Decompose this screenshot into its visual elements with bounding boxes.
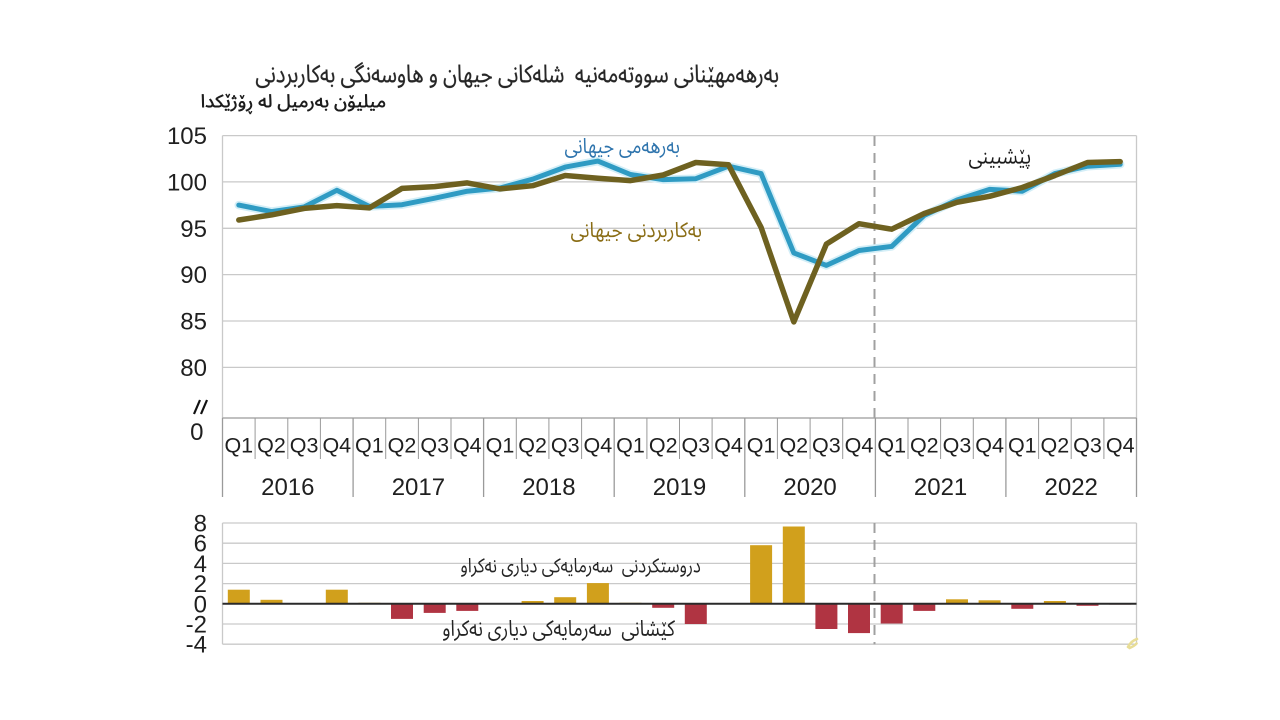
svg-text:100: 100 — [167, 169, 207, 196]
svg-text:90: 90 — [180, 262, 207, 289]
svg-text:Q1: Q1 — [224, 434, 253, 458]
svg-text:Q3: Q3 — [551, 434, 580, 458]
svg-text:2: 2 — [194, 571, 207, 598]
svg-text:Q1: Q1 — [747, 434, 776, 458]
svg-text:Q2: Q2 — [1041, 434, 1070, 458]
svg-text:Q1: Q1 — [616, 434, 645, 458]
svg-text:0: 0 — [194, 591, 207, 618]
svg-text:Q2: Q2 — [910, 434, 939, 458]
svg-text:-4: -4 — [186, 632, 207, 659]
svg-text:Q3: Q3 — [812, 434, 841, 458]
svg-text:8: 8 — [194, 511, 207, 538]
svg-text:Q4: Q4 — [453, 434, 482, 458]
svg-text:6: 6 — [194, 531, 207, 558]
svg-text:Q1: Q1 — [877, 434, 906, 458]
svg-text:Q3: Q3 — [943, 434, 972, 458]
svg-text:2021: 2021 — [914, 474, 967, 501]
svg-text:Q2: Q2 — [649, 434, 678, 458]
svg-text:Q1: Q1 — [486, 434, 515, 458]
svg-text:2017: 2017 — [392, 474, 445, 501]
svg-text:105: 105 — [167, 123, 207, 150]
svg-text:Q4: Q4 — [322, 434, 351, 458]
svg-text:Q3: Q3 — [420, 434, 449, 458]
svg-text:80: 80 — [180, 355, 207, 382]
svg-text:85: 85 — [180, 309, 207, 336]
svg-text:2016: 2016 — [261, 474, 314, 501]
svg-text:2018: 2018 — [522, 474, 575, 501]
svg-text:2022: 2022 — [1045, 474, 1098, 501]
svg-text:-2: -2 — [186, 612, 207, 639]
svg-text:2019: 2019 — [653, 474, 706, 501]
svg-text:Q2: Q2 — [779, 434, 808, 458]
svg-text:Q2: Q2 — [518, 434, 547, 458]
svg-text:0: 0 — [190, 419, 203, 446]
svg-text:Q2: Q2 — [388, 434, 417, 458]
svg-text:Q4: Q4 — [714, 434, 743, 458]
svg-text:Q4: Q4 — [975, 434, 1004, 458]
svg-text:Q1: Q1 — [1008, 434, 1037, 458]
svg-text:2020: 2020 — [783, 474, 836, 501]
svg-text:Q4: Q4 — [584, 434, 613, 458]
svg-text:Q1: Q1 — [355, 434, 384, 458]
svg-text:Q4: Q4 — [1106, 434, 1135, 458]
svg-text:Q4: Q4 — [845, 434, 874, 458]
svg-text:Q3: Q3 — [681, 434, 710, 458]
svg-text:Q2: Q2 — [257, 434, 286, 458]
svg-text:Q3: Q3 — [1073, 434, 1102, 458]
svg-text:4: 4 — [194, 551, 207, 578]
svg-text:Q3: Q3 — [290, 434, 319, 458]
svg-text:95: 95 — [180, 216, 207, 243]
